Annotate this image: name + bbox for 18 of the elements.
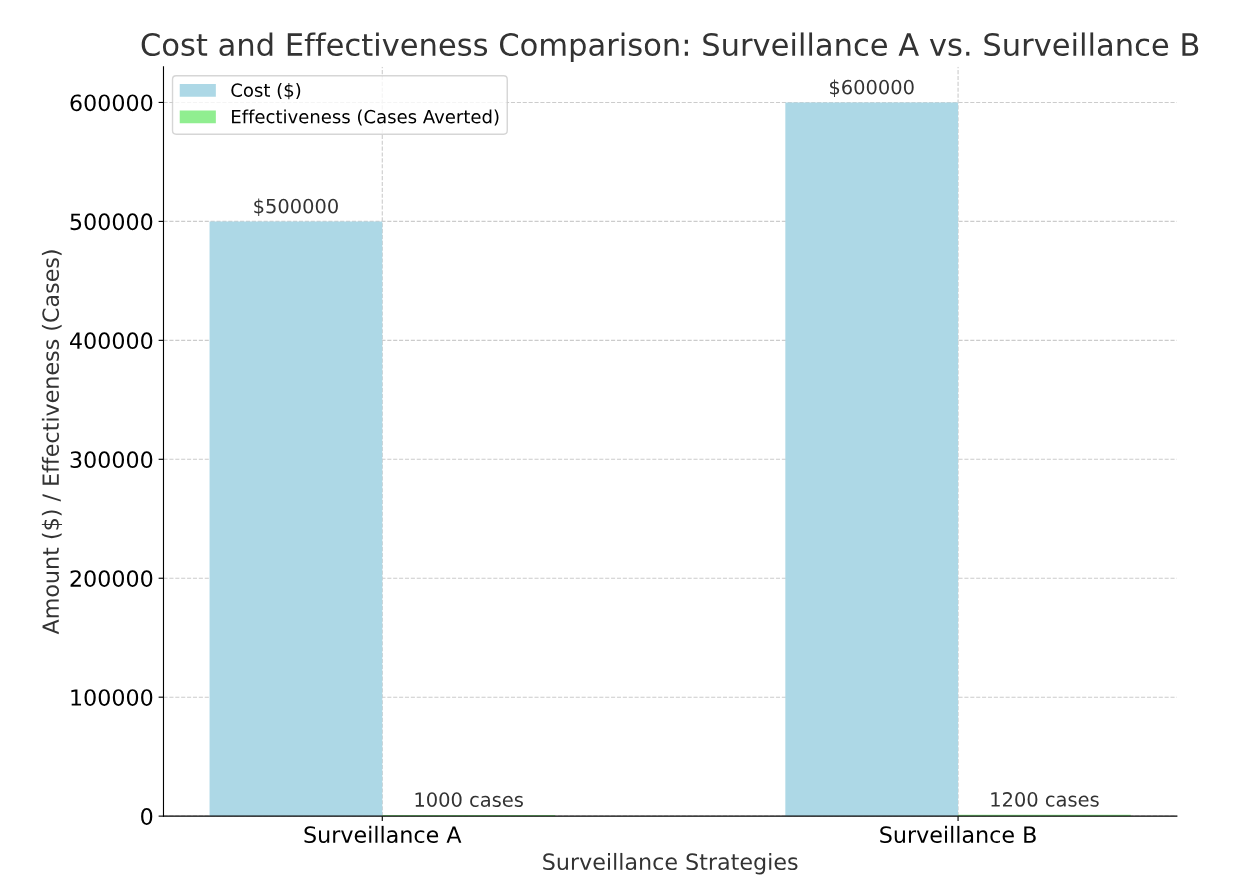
y-axis-title: Amount ($) / Effectiveness (Cases)	[41, 250, 63, 635]
legend-label: Effectiveness (Cases Averted)	[232, 109, 499, 126]
data-label: 1200 cases	[991, 792, 1099, 807]
legend-label: Cost ($)	[231, 83, 301, 100]
data-label: $500000	[254, 198, 338, 217]
x-tick-label: Surveillance A	[304, 825, 462, 844]
y-tick-label: 100000	[71, 689, 153, 706]
y-tick-label: 600000	[70, 94, 153, 112]
y-tick-label: 400000	[70, 332, 153, 350]
chart-title: Cost and Effectiveness Comparison: Surveillance A vs. Surveillance B	[141, 32, 1199, 62]
y-tick-label: 0	[141, 808, 153, 825]
y-tick-label: 200000	[70, 570, 153, 587]
y-tick-label: 300000	[70, 451, 153, 469]
y-tick-label: 500000	[70, 213, 153, 231]
data-label: $600000	[830, 79, 914, 98]
data-label: 1000 cases	[415, 792, 523, 808]
x-axis-title: Surveillance Strategies	[543, 852, 798, 875]
x-tick-label: Surveillance B	[880, 825, 1036, 844]
